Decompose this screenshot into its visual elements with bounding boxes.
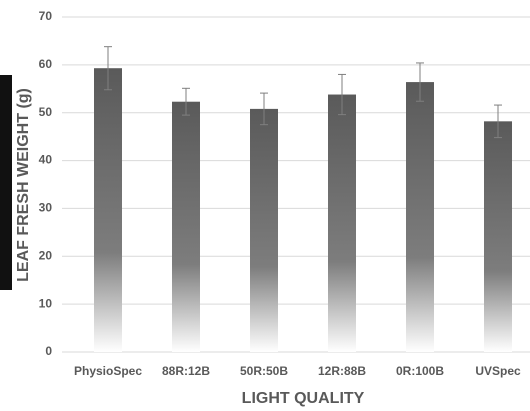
- bar: [406, 82, 434, 352]
- y-tick-label: 0: [45, 344, 52, 358]
- y-tick-label: 10: [39, 296, 53, 310]
- photo-strip: [0, 75, 12, 290]
- y-tick-label: 70: [39, 9, 53, 23]
- y-tick-label: 20: [39, 248, 53, 262]
- y-axis-title: LEAF FRESH WEIGHT (g): [15, 88, 32, 282]
- bar: [250, 109, 278, 352]
- x-tick-label: 0R:100B: [396, 364, 444, 378]
- x-axis-title: LIGHT QUALITY: [242, 390, 365, 407]
- x-tick-label: 12R:88B: [318, 364, 366, 378]
- x-tick-label: PhysioSpec: [74, 364, 142, 378]
- bar: [94, 68, 122, 352]
- y-tick-label: 40: [39, 153, 53, 167]
- bar: [172, 102, 200, 352]
- x-tick-label: 50R:50B: [240, 364, 288, 378]
- y-tick-label: 60: [39, 57, 53, 71]
- chart: LEAF FRESH WEIGHT (g) LIGHT QUALITY 0 10 2…: [0, 0, 530, 411]
- x-tick-label: 88R:12B: [162, 364, 210, 378]
- bar: [484, 121, 512, 352]
- y-tick-label: 30: [39, 201, 53, 215]
- x-tick-label: UVSpec: [475, 364, 521, 378]
- bar: [328, 95, 356, 352]
- marks: PhysioSpec 88R:12B 50R:50B 12R:88B 0R:100B UV…: [74, 47, 521, 379]
- y-tick-label: 50: [39, 105, 53, 119]
